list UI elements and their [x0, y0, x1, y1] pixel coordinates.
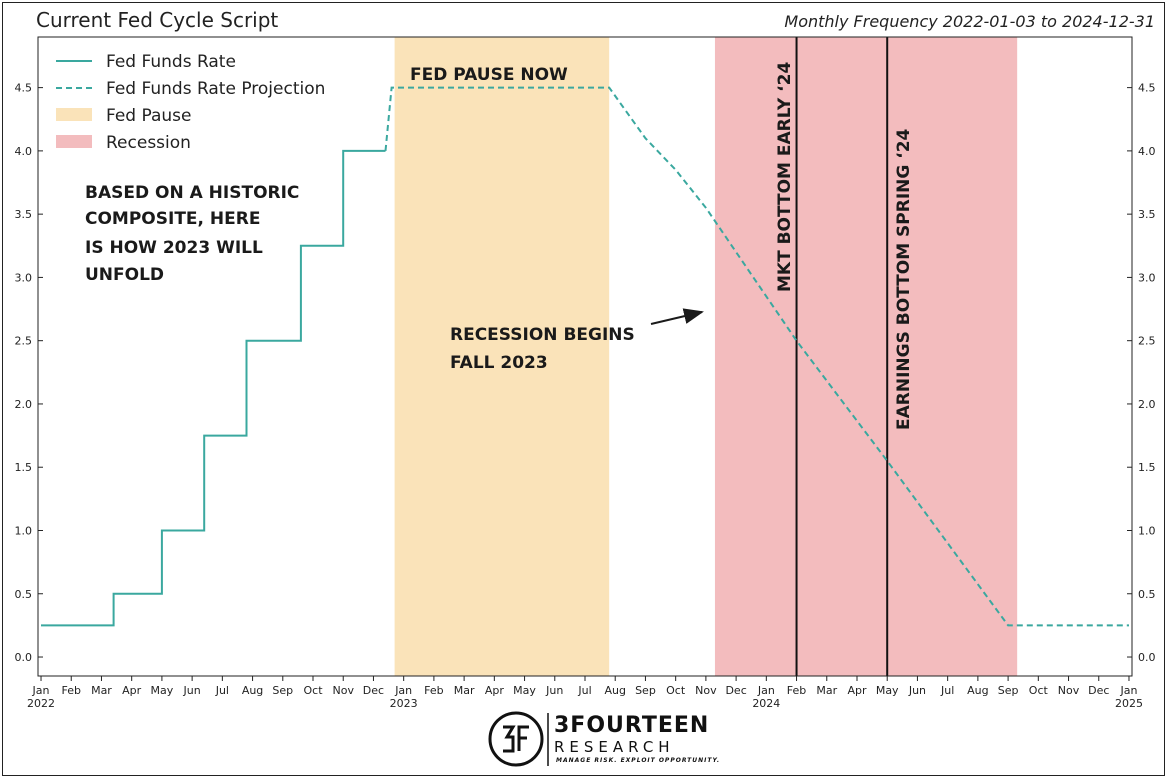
x-tick-label: Aug [967, 684, 988, 697]
y-tick-label-right: 3.5 [1138, 208, 1156, 221]
x-tick-label: Apr [485, 684, 505, 697]
x-tick-label: Aug [242, 684, 263, 697]
legend-label-projection: Fed Funds Rate Projection [106, 79, 325, 99]
y-axis-right: 0.0 0.5 1.0 1.5 2.0 2.5 3.0 3.5 4.0 4.5 [1127, 82, 1156, 664]
y-tick-label-left: 1.5 [15, 461, 33, 474]
x-tick-label: Jan [757, 684, 775, 697]
x-tick-label: May [151, 684, 174, 697]
y-tick-label-left: 3.5 [15, 208, 33, 221]
x-tick-label: Sep [998, 684, 1019, 697]
x-tick-label: Nov [1058, 684, 1080, 697]
y-tick-label-left: 4.5 [15, 82, 33, 95]
y-tick-label-right: 1.5 [1138, 461, 1156, 474]
band-recession [714, 37, 1018, 676]
x-tick-label: Jan [1119, 684, 1137, 697]
legend-label-recession: Recession [106, 133, 191, 153]
y-tick-label-right: 4.5 [1138, 82, 1156, 95]
y-tick-label-left: 0.5 [15, 588, 33, 601]
chart-subtitle: Monthly Frequency 2022-01-03 to 2024-12-… [784, 12, 1155, 31]
x-tick-label: Feb [787, 684, 806, 697]
x-tick-label: Oct [666, 684, 686, 697]
x-tick-year-label: 2025 [1115, 697, 1143, 710]
annotation-recession-line-2: FALL 2023 [450, 353, 548, 373]
x-tick-label: Mar [91, 684, 112, 697]
y-tick-label-left: 4.0 [15, 145, 33, 158]
x-tick-label: Dec [1088, 684, 1109, 697]
logo-name: 3FOURTEEN [554, 713, 709, 738]
legend-swatch-recession [56, 135, 92, 148]
annotation-fed-pause-now: FED PAUSE NOW [410, 65, 568, 85]
annotation-mkt-bottom: MKT BOTTOM EARLY ‘24 [775, 62, 795, 292]
legend: Fed Funds Rate Fed Funds Rate Projection… [56, 52, 325, 153]
y-axis-left: 0.0 0.5 1.0 1.5 2.0 2.5 3.0 3.5 4.0 4.5 [15, 82, 43, 664]
series-line-0 [41, 149, 386, 627]
recession-arrow [650, 308, 704, 325]
x-tick-label: Apr [122, 684, 142, 697]
x-tick-year-label: 2024 [752, 697, 780, 710]
y-tick-label-left: 3.0 [15, 271, 33, 284]
series-layer [41, 86, 1129, 627]
x-tick-label: Jan [394, 684, 412, 697]
x-tick-label: Jun [183, 684, 201, 697]
x-tick-label: Feb [424, 684, 443, 697]
x-tick-label: Sep [272, 684, 293, 697]
x-tick-label: May [876, 684, 899, 697]
x-tick-label: Feb [62, 684, 81, 697]
legend-swatch-pause [56, 108, 92, 121]
x-tick-label: Jul [215, 684, 229, 697]
legend-label-pause: Fed Pause [106, 106, 192, 126]
x-tick-label: Mar [454, 684, 475, 697]
series-line-1 [384, 86, 1129, 627]
x-tick-label: Jul [940, 684, 954, 697]
annotation-earnings-bottom: EARNINGS BOTTOM SPRING ‘24 [894, 128, 914, 430]
y-tick-label-right: 1.0 [1138, 524, 1156, 537]
x-tick-label: Aug [604, 684, 625, 697]
x-tick-label: Jul [577, 684, 591, 697]
y-tick-label-left: 1.0 [15, 524, 33, 537]
x-tick-label: Jan [32, 684, 50, 697]
x-tick-label: Apr [847, 684, 867, 697]
logo-subname: RESEARCH [554, 738, 675, 756]
x-tick-year-label: 2023 [390, 697, 418, 710]
x-tick-label: Nov [332, 684, 354, 697]
x-tick-year-label: 2022 [27, 697, 55, 710]
annotation-historic-line-1: BASED ON A HISTORIC [85, 183, 299, 203]
annotation-historic-line-3: IS HOW 2023 WILL [85, 238, 263, 258]
logo-tagline: MANAGE RISK. EXPLOIT OPPORTUNITY. [556, 757, 720, 764]
y-tick-label-right: 3.0 [1138, 271, 1156, 284]
company-logo: 3FOURTEEN RESEARCH MANAGE RISK. EXPLOIT … [488, 711, 720, 767]
y-tick-label-left: 0.0 [15, 651, 33, 664]
x-tick-label: Oct [303, 684, 323, 697]
vlines-layer [795, 37, 889, 676]
annotation-historic-line-2: COMPOSITE, HERE [85, 209, 260, 229]
x-tick-label: Dec [725, 684, 746, 697]
annotation-historic-line-4: UNFOLD [85, 265, 164, 285]
legend-label-rate: Fed Funds Rate [106, 52, 236, 72]
x-tick-label: Nov [695, 684, 717, 697]
x-tick-label: Mar [816, 684, 837, 697]
y-tick-label-left: 2.5 [15, 335, 33, 348]
x-tick-label: May [513, 684, 536, 697]
annotation-recession-line-1: RECESSION BEGINS [450, 325, 635, 345]
y-tick-label-left: 2.0 [15, 398, 33, 411]
x-tick-label: Jun [545, 684, 563, 697]
x-tick-label: Dec [363, 684, 384, 697]
chart-title: Current Fed Cycle Script [36, 8, 279, 32]
x-tick-label: Sep [635, 684, 656, 697]
band-fed-pause [394, 37, 610, 676]
y-tick-label-right: 2.5 [1138, 335, 1156, 348]
y-tick-label-right: 4.0 [1138, 145, 1156, 158]
x-tick-label: Oct [1029, 684, 1049, 697]
x-tick-label: Jun [908, 684, 926, 697]
y-tick-label-right: 0.0 [1138, 651, 1156, 664]
y-tick-label-right: 2.0 [1138, 398, 1156, 411]
y-tick-label-right: 0.5 [1138, 588, 1156, 601]
